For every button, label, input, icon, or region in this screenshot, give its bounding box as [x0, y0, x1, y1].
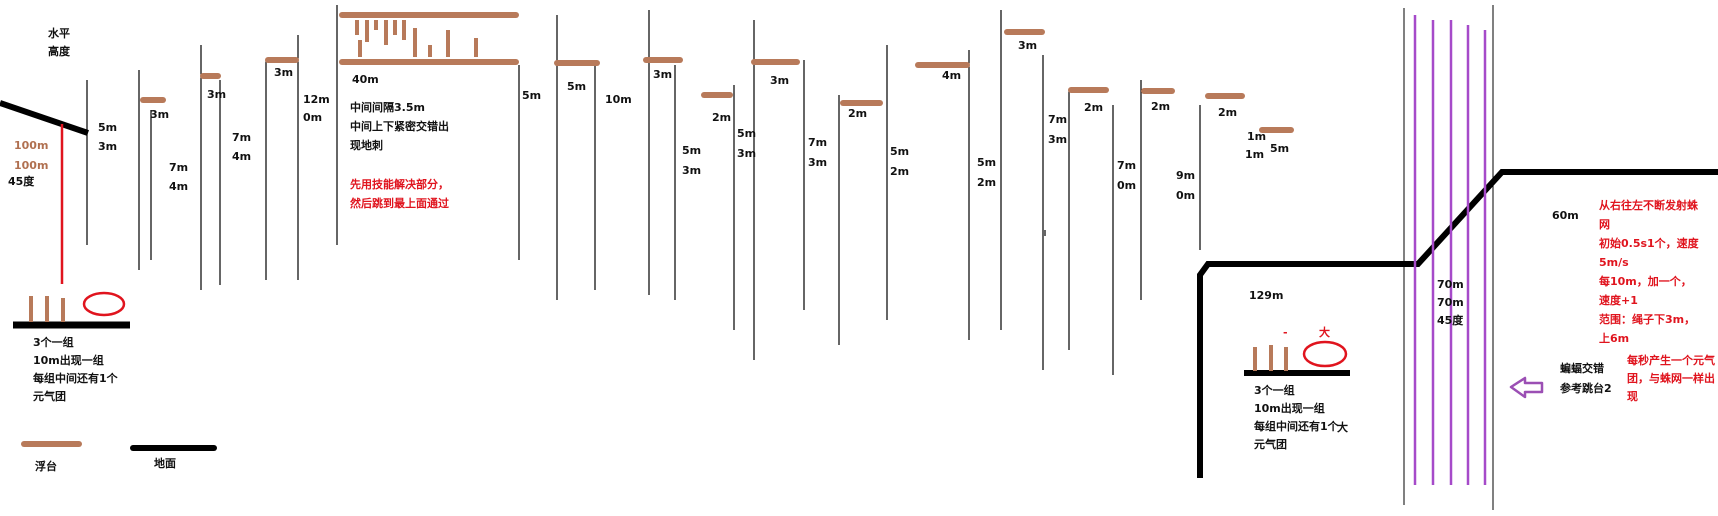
size-label: 1m [1247, 130, 1267, 143]
dash-mark: - [1283, 326, 1288, 339]
size-label: 40m [352, 73, 379, 86]
vertical-lines [86, 5, 1201, 375]
size-label: 5m [1270, 142, 1290, 155]
web-zone-bounds [1403, 5, 1494, 510]
gap-label: 7m 4m [232, 131, 252, 163]
spike-note: 中间间隔3.5m 中间上下紧密交错出 现地刺 [350, 101, 449, 152]
size-label: 5m [567, 80, 587, 93]
web-note: 从右往左不断发射蛛 网 初始0.5s1个，速度 5m/s 每10m，加一个， 速… [1599, 199, 1699, 345]
size-label: 2m [848, 107, 868, 120]
group-note-left: 3个一组 10m出现一组 每组中间还有1个 元气团 [33, 336, 118, 403]
gap-label: 5m 3m [682, 144, 702, 177]
size-label: 3m [274, 66, 294, 79]
gap-label: 1m [1245, 148, 1265, 161]
size-label: 2m [1218, 106, 1238, 119]
group-note-right: 3个一组 10m出现一组 每组中间还有1个 元气团 [1254, 384, 1339, 451]
left-arrow-icon [1509, 376, 1544, 399]
big-orb-mark: 大 [1319, 326, 1330, 339]
gap-label: 7m 4m [169, 161, 189, 193]
gap-label: 5m 2m [977, 156, 997, 189]
gap-label: 5m 3m [737, 127, 757, 160]
gap-label: 12m 0m [303, 93, 330, 124]
gap-label: 9m 0m [1176, 169, 1196, 202]
start-slope [0, 100, 89, 136]
size-label: 2m [712, 111, 732, 124]
orb-note: 每秒产生一个元气 团，与蛛网一样出 现 [1627, 354, 1715, 403]
size-label: 4m [942, 69, 962, 82]
size-label: 3m [207, 88, 227, 101]
gap-label: 5m 2m [890, 145, 910, 178]
gap-label: 7m 3m [808, 136, 828, 169]
size-label: 2m [1084, 101, 1104, 114]
size-label: 3m [653, 68, 673, 81]
slope-value-a: 5m [98, 121, 118, 134]
size-label: 2m [1151, 100, 1171, 113]
height-label: 高度 [48, 45, 70, 58]
platforms [140, 12, 1294, 133]
ground-legend-label: 地面 [154, 457, 176, 470]
platform-legend-label: 浮台 [35, 460, 57, 473]
size-label: 3m [1018, 39, 1038, 52]
size-label: 3m [150, 108, 170, 121]
size-label: 3m [770, 74, 790, 87]
gap-label: 7m 0m [1117, 159, 1137, 192]
horizontal-label: 水平 [48, 27, 70, 40]
right-energy-orb [1302, 340, 1348, 368]
big-mark-black: 大 [1337, 421, 1348, 434]
start-angle: 45度 [8, 175, 35, 188]
slope-value-b: 3m [98, 140, 118, 153]
ground-length: 129m [1249, 289, 1284, 302]
start-vertical-value: 100m [14, 159, 49, 172]
far-length: 60m [1552, 209, 1579, 222]
bat-note: 蝙蝠交错 参考跳台2 [1560, 362, 1612, 395]
web-lines [1413, 15, 1487, 485]
gap-label: 7m 3m [1048, 113, 1068, 146]
spikes [355, 20, 478, 57]
start-horizontal-value: 100m [14, 139, 49, 152]
gap-label: 5m [522, 89, 542, 102]
gap-label: 10m [605, 93, 632, 106]
left-energy-orb [82, 291, 126, 317]
skill-note: 先用技能解决部分， 然后跳到最上面通过 [350, 178, 449, 210]
ground-path [1197, 169, 1718, 478]
web-zone-label: 70m 70m 45度 [1437, 278, 1464, 327]
